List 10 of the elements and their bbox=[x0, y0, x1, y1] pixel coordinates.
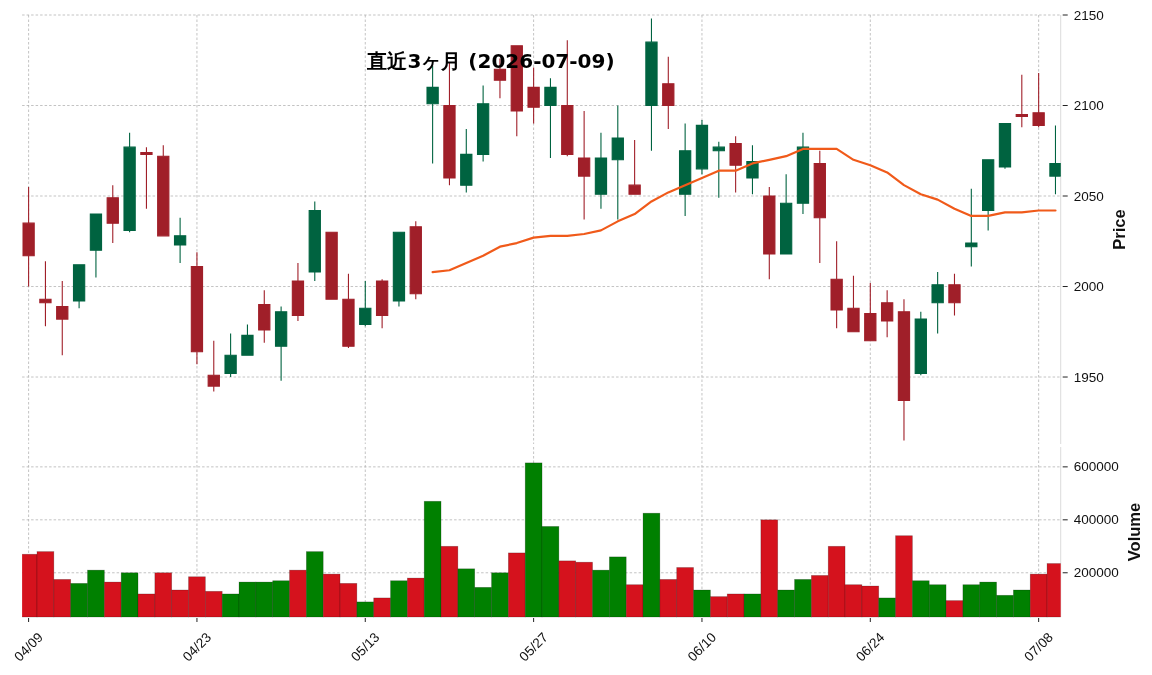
y-tick-label: 1950 bbox=[1073, 369, 1104, 385]
y-tick-label: 600000 bbox=[1073, 459, 1119, 475]
y-tick-label: 400000 bbox=[1073, 512, 1119, 528]
y-tick-label: 2000 bbox=[1073, 279, 1104, 294]
y-tick-label: 2050 bbox=[1073, 188, 1104, 204]
y-tick-label: 200000 bbox=[1073, 565, 1119, 581]
y-tick-label: 2100 bbox=[1073, 98, 1104, 113]
y-axis-title: Volume bbox=[1124, 502, 1143, 562]
y-tick-label: 2150 bbox=[1073, 7, 1104, 23]
y-axis-title: Price bbox=[1109, 209, 1128, 250]
